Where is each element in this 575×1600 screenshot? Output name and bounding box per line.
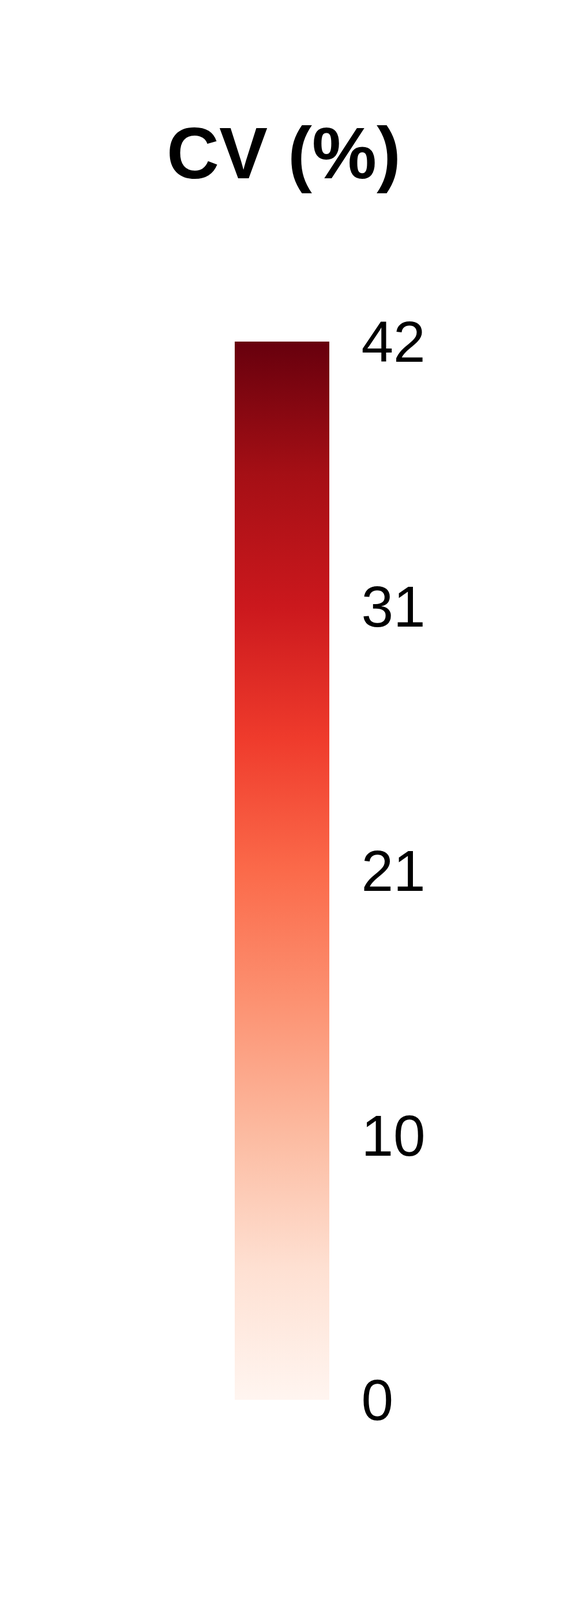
svg-text:10: 10 [361, 1102, 426, 1168]
svg-text:31: 31 [361, 573, 426, 639]
svg-text:CV (%): CV (%) [166, 112, 401, 194]
svg-text:42: 42 [361, 309, 426, 374]
svg-text:0: 0 [361, 1366, 394, 1432]
svg-text:21: 21 [361, 837, 426, 903]
